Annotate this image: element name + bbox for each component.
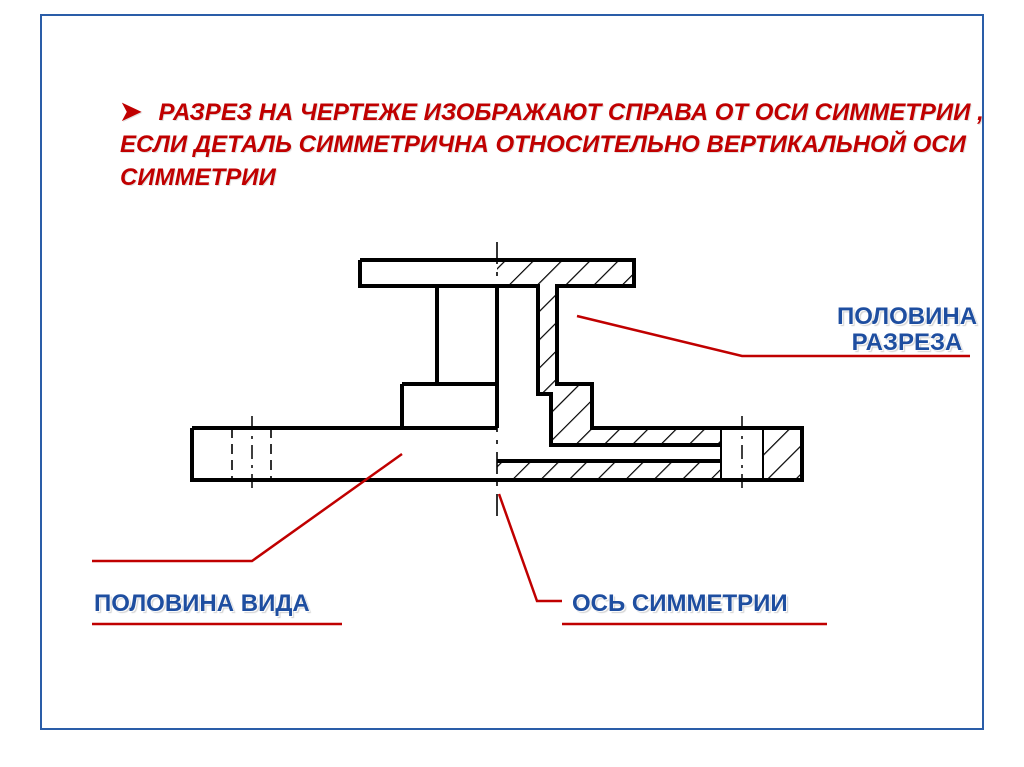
slide-frame: ➤ РАЗРЕЗ НА ЧЕРТЕЖЕ ИЗОБРАЖАЮТ СПРАВА ОТ… bbox=[40, 14, 984, 730]
technical-drawing bbox=[42, 16, 986, 732]
left-view bbox=[192, 260, 497, 480]
